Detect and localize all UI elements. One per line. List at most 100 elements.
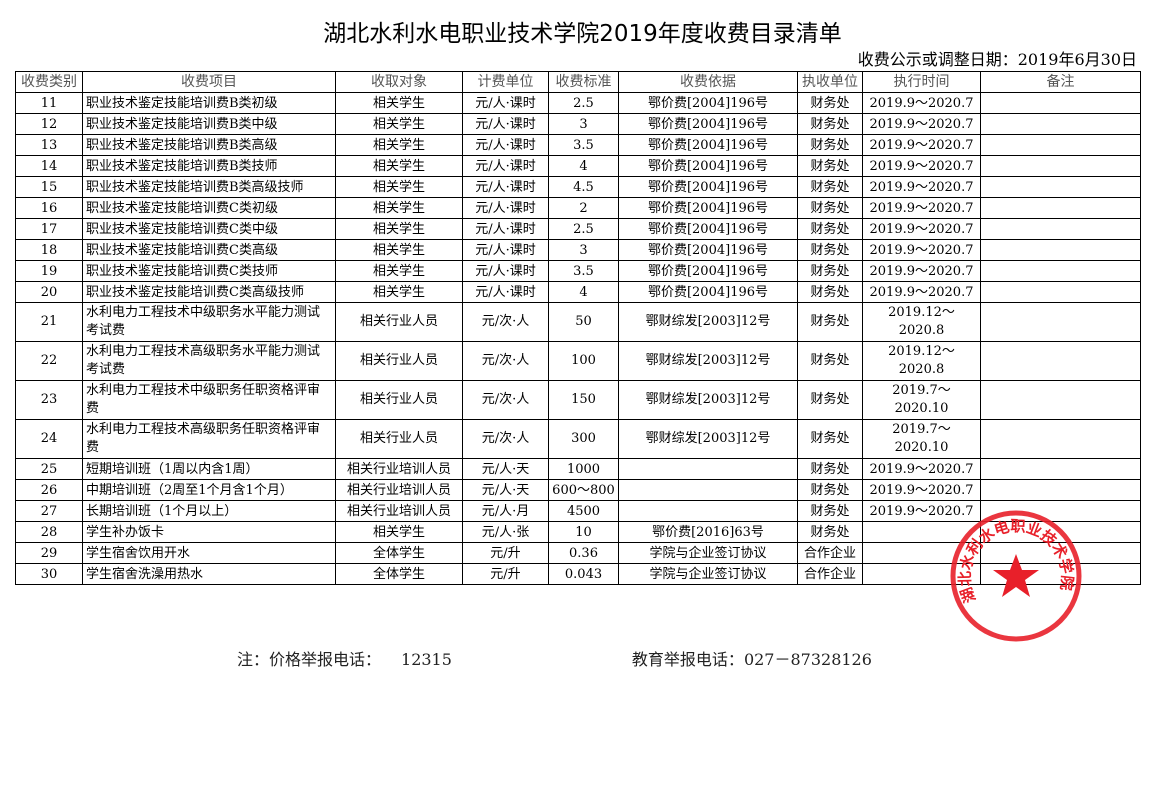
table-cell: 23 bbox=[15, 380, 83, 420]
table-cell: 职业技术鉴定技能培训费B类高级 bbox=[82, 134, 336, 156]
table-cell bbox=[980, 419, 1141, 459]
table-cell: 鄂价费[2004]196号 bbox=[618, 92, 798, 114]
table-cell bbox=[618, 479, 798, 501]
table-cell bbox=[618, 500, 798, 522]
table-cell: 财务处 bbox=[797, 218, 863, 240]
table-cell: 元/人·天 bbox=[462, 479, 549, 501]
fee-table: 收费类别 收费项目 收取对象 计费单位 收费标准 收费依据 执收单位 执行时间 备注 11 职业技… bbox=[15, 71, 1141, 585]
table-row: 12 职业技术鉴定技能培训费B类中级 相关学生 元/人·课时 3 鄂价费[2004]196… bbox=[15, 113, 1141, 135]
table-cell: 24 bbox=[15, 419, 83, 459]
table-cell: 相关行业培训人员 bbox=[335, 500, 463, 522]
table-cell: 鄂财综发[2003]12号 bbox=[618, 380, 798, 420]
table-cell bbox=[980, 134, 1141, 156]
table-cell: 2019.9～2020.7 bbox=[862, 92, 981, 114]
table-cell: 财务处 bbox=[797, 155, 863, 177]
column-header: 收费依据 bbox=[618, 71, 798, 93]
table-cell: 职业技术鉴定技能培训费C类初级 bbox=[82, 197, 336, 219]
table-cell: 职业技术鉴定技能培训费C类高级技师 bbox=[82, 281, 336, 303]
table-cell: 15 bbox=[15, 176, 83, 198]
edu-report-label: 教育举报电话： bbox=[631, 650, 744, 669]
table-cell: 30 bbox=[15, 563, 83, 585]
page-title: 湖北水利水电职业技术学院2019年度收费目录清单 bbox=[323, 21, 842, 47]
column-header: 收费类别 bbox=[15, 71, 83, 93]
table-cell: 财务处 bbox=[797, 239, 863, 261]
table-cell: 相关行业人员 bbox=[335, 419, 463, 459]
table-cell: 财务处 bbox=[797, 380, 863, 420]
table-cell bbox=[618, 458, 798, 480]
price-report-label: 注：价格举报电话： bbox=[237, 650, 382, 669]
table-row: 26 中期培训班（2周至1个月含1个月） 相关行业培训人员 元/人·天 600～800 财… bbox=[15, 479, 1141, 501]
table-row: 15 职业技术鉴定技能培训费B类高级技师 相关学生 元/人·课时 4.5 鄂价费[2004… bbox=[15, 176, 1141, 198]
table-cell: 元/升 bbox=[462, 542, 549, 564]
table-cell: 300 bbox=[548, 419, 619, 459]
table-cell: 合作企业 bbox=[797, 563, 863, 585]
table-cell bbox=[980, 92, 1141, 114]
table-cell bbox=[980, 260, 1141, 282]
table-cell: 学生补办饭卡 bbox=[82, 521, 336, 543]
table-cell: 鄂价费[2004]196号 bbox=[618, 281, 798, 303]
table-cell: 11 bbox=[15, 92, 83, 114]
table-cell: 相关行业培训人员 bbox=[335, 479, 463, 501]
table-cell: 财务处 bbox=[797, 419, 863, 459]
table-cell: 财务处 bbox=[797, 458, 863, 480]
column-header: 备注 bbox=[980, 71, 1141, 93]
column-header: 收费标准 bbox=[548, 71, 619, 93]
table-cell: 鄂价费[2004]196号 bbox=[618, 176, 798, 198]
table-cell: 22 bbox=[15, 341, 83, 381]
table-row: 17 职业技术鉴定技能培训费C类中级 相关学生 元/人·课时 2.5 鄂价费[2004]1… bbox=[15, 218, 1141, 240]
table-row: 11 职业技术鉴定技能培训费B类初级 相关学生 元/人·课时 2.5 鄂价费[2004]1… bbox=[15, 92, 1141, 114]
table-cell: 财务处 bbox=[797, 92, 863, 114]
table-cell: 4 bbox=[548, 155, 619, 177]
table-cell: 长期培训班（1个月以上） bbox=[82, 500, 336, 522]
table-cell: 短期培训班（1周以内含1周） bbox=[82, 458, 336, 480]
table-cell: 鄂价费[2004]196号 bbox=[618, 113, 798, 135]
table-cell: 元/升 bbox=[462, 563, 549, 585]
table-cell: 16 bbox=[15, 197, 83, 219]
table-cell: 2019.12～2020.8 bbox=[862, 302, 981, 342]
table-row: 22 水利电力工程技术高级职务水平能力测试考试费 相关行业人员 元/次·人 100 鄂财综… bbox=[15, 341, 1141, 381]
table-cell: 职业技术鉴定技能培训费C类中级 bbox=[82, 218, 336, 240]
table-cell: 2.5 bbox=[548, 218, 619, 240]
table-cell: 元/人·课时 bbox=[462, 218, 549, 240]
table-cell: 3.5 bbox=[548, 260, 619, 282]
table-cell: 19 bbox=[15, 260, 83, 282]
table-cell: 29 bbox=[15, 542, 83, 564]
table-cell: 元/人·课时 bbox=[462, 92, 549, 114]
table-cell: 财务处 bbox=[797, 521, 863, 543]
table-cell: 元/人·月 bbox=[462, 500, 549, 522]
table-cell: 150 bbox=[548, 380, 619, 420]
table-cell: 27 bbox=[15, 500, 83, 522]
table-cell: 鄂价费[2004]196号 bbox=[618, 134, 798, 156]
table-cell: 2 bbox=[548, 197, 619, 219]
publish-date: 收费公示或调整日期：2019年6月30日 bbox=[857, 50, 1137, 69]
table-cell: 2019.9～2020.7 bbox=[862, 113, 981, 135]
table-cell: 鄂价费[2004]196号 bbox=[618, 197, 798, 219]
table-cell bbox=[980, 341, 1141, 381]
table-cell: 相关行业培训人员 bbox=[335, 458, 463, 480]
table-cell bbox=[980, 176, 1141, 198]
table-cell bbox=[980, 218, 1141, 240]
table-cell: 26 bbox=[15, 479, 83, 501]
table-cell: 3 bbox=[548, 239, 619, 261]
table-cell: 元/人·张 bbox=[462, 521, 549, 543]
table-row: 29 学生宿舍饮用开水 全体学生 元/升 0.36 学院与企业签订协议 合作企业 bbox=[15, 542, 1141, 564]
table-cell: 元/次·人 bbox=[462, 380, 549, 420]
table-cell: 2019.7～2020.10 bbox=[862, 419, 981, 459]
table-cell: 2019.9～2020.7 bbox=[862, 260, 981, 282]
column-header: 收费项目 bbox=[82, 71, 336, 93]
table-cell: 财务处 bbox=[797, 260, 863, 282]
table-cell: 50 bbox=[548, 302, 619, 342]
table-cell: 2019.9～2020.7 bbox=[862, 197, 981, 219]
table-cell: 相关学生 bbox=[335, 239, 463, 261]
table-cell: 相关行业人员 bbox=[335, 341, 463, 381]
table-cell: 元/人·课时 bbox=[462, 113, 549, 135]
table-cell: 水利电力工程技术高级职务任职资格评审费 bbox=[82, 419, 336, 459]
table-cell: 相关学生 bbox=[335, 92, 463, 114]
table-cell: 相关学生 bbox=[335, 218, 463, 240]
table-cell: 财务处 bbox=[797, 341, 863, 381]
table-cell: 2019.9～2020.7 bbox=[862, 218, 981, 240]
report-note: 注：价格举报电话： 12315 教育举报电话：027－87328126 bbox=[237, 646, 892, 670]
table-cell: 4 bbox=[548, 281, 619, 303]
table-cell: 元/人·课时 bbox=[462, 281, 549, 303]
star-icon bbox=[993, 554, 1039, 597]
